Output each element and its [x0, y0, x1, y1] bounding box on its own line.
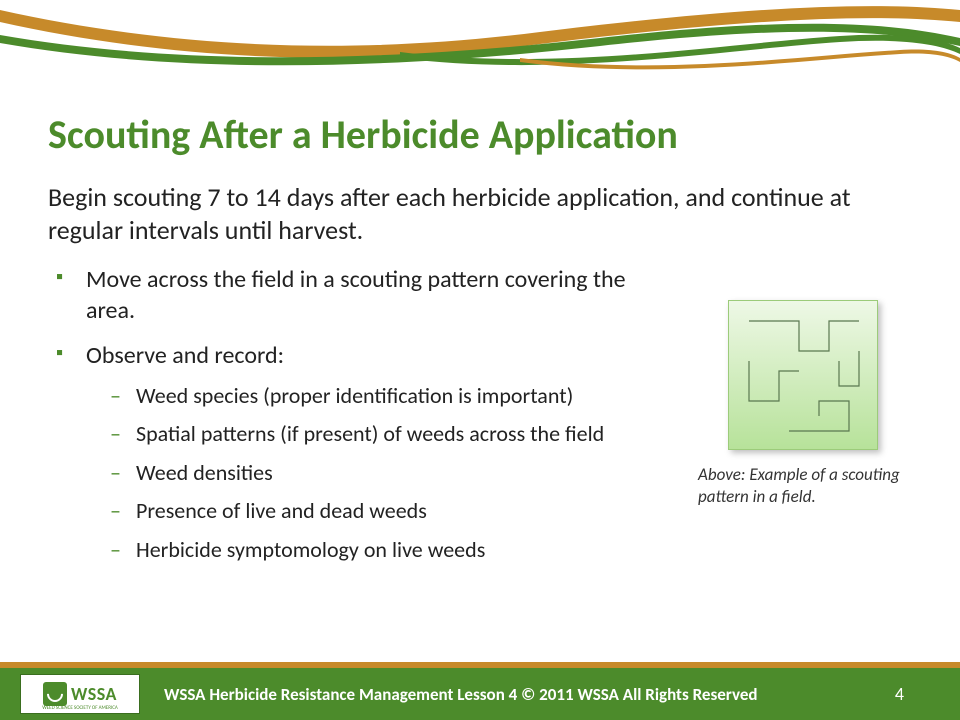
logo-text: WSSA [71, 683, 117, 705]
sub-bullet-item: Spatial patterns (if present) of weeds a… [110, 420, 676, 449]
intro-text: Begin scouting 7 to 14 days after each h… [48, 181, 908, 246]
bullet-label: Observe and record: [86, 341, 284, 370]
logo-subtext: WEED SCIENCE SOCIETY OF AMERICA [21, 705, 139, 711]
sub-bullet-item: Presence of live and dead weeds [110, 497, 676, 526]
sub-bullets: Weed species (proper identification is i… [86, 382, 676, 565]
footer-text: WSSA Herbicide Resistance Management Les… [164, 684, 895, 705]
sub-bullet-item: Weed species (proper identification is i… [110, 382, 676, 411]
bullet-item: Observe and record: Weed species (proper… [56, 340, 676, 564]
sub-bullet-item: Weed densities [110, 459, 676, 488]
diagram-block: Above: Example of a scouting pattern in … [698, 300, 908, 508]
bullet-item: Move across the field in a scouting patt… [56, 264, 676, 326]
logo-icon [43, 682, 67, 706]
diagram-caption: Above: Example of a scouting pattern in … [698, 464, 908, 508]
scouting-pattern-diagram [728, 300, 878, 450]
sub-bullet-item: Herbicide symptomology on live weeds [110, 536, 676, 565]
slide-footer: WSSA WEED SCIENCE SOCIETY OF AMERICA WSS… [0, 668, 960, 720]
page-number: 4 [895, 683, 904, 705]
slide-title: Scouting After a Herbicide Application [48, 110, 912, 159]
wssa-logo: WSSA WEED SCIENCE SOCIETY OF AMERICA [20, 674, 140, 714]
header-waves [0, 0, 960, 90]
